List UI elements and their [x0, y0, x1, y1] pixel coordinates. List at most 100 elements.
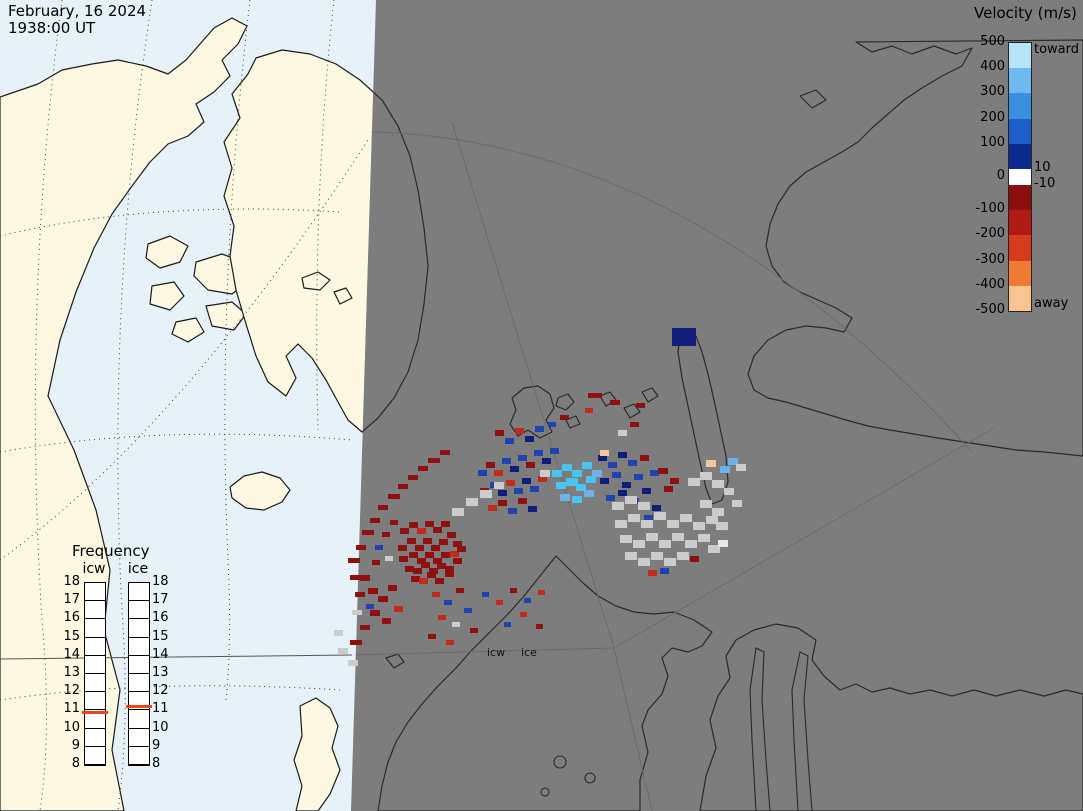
velocity-cell-g — [724, 488, 734, 495]
velocity-cell-dr — [498, 500, 507, 506]
velocity-cell-b — [548, 422, 556, 427]
velocity-cell-dr — [423, 538, 432, 544]
svalbard-coast — [509, 385, 555, 439]
velocity-cell-dr — [536, 624, 543, 629]
velocity-cell-r — [488, 505, 497, 511]
velocity-cell-b — [530, 486, 539, 492]
velocity-cell-g — [732, 500, 742, 507]
frequency-legend: Frequency icw ice 18 18 17 17 16 16 15 15 14 14 13 13… — [60, 542, 240, 787]
velocity-cell-dr — [690, 556, 699, 562]
velocity-cell-r — [450, 551, 459, 557]
frequency-tick-label: 11 — [152, 701, 169, 717]
velocity-cell-r — [648, 570, 657, 576]
velocity-cell-dr — [435, 578, 444, 584]
velocity-cell-g — [620, 535, 632, 543]
velocity-tick-label: -400 — [975, 276, 1005, 292]
velocity-cell-cy — [582, 462, 592, 469]
frequency-cell — [85, 692, 105, 711]
velocity-cell-cy — [562, 464, 572, 471]
velocity-cell-g — [698, 534, 710, 542]
greenland-coast-night — [351, 49, 429, 433]
velocity-cell-dr — [350, 640, 362, 645]
velocity-tick-label: -500 — [975, 302, 1005, 317]
velocity-cell-dr — [370, 610, 380, 616]
velocity-cell-g — [352, 610, 362, 615]
frequency-cell — [85, 638, 105, 656]
frequency-tick-label: 12 — [152, 683, 169, 699]
velocity-cell-dr — [456, 588, 464, 593]
velocity-cell-dr — [409, 552, 418, 558]
velocity-cell-db — [672, 328, 696, 346]
velocity-ticks-right: toward 10 -10 away — [1034, 42, 1082, 311]
frequency-cell — [129, 583, 149, 602]
frequency-tick-label: 15 — [63, 628, 80, 644]
velocity-cell-dr — [431, 545, 440, 551]
velocity-cell-b — [660, 568, 669, 574]
velocity-legend-title: Velocity (m/s) — [974, 4, 1077, 22]
lake — [540, 787, 550, 797]
velocity-cell-r — [446, 640, 454, 645]
velocity-cell-b — [482, 592, 489, 597]
velocity-cell-b — [375, 545, 383, 550]
velocity-cell-dr — [447, 532, 456, 538]
velocity-cell-g — [680, 514, 692, 522]
north-america-coast — [0, 17, 248, 811]
siberia-coast — [747, 39, 1083, 457]
velocity-cell-cy — [566, 478, 578, 486]
velocity-cell-g — [700, 500, 712, 508]
velocity-cell-cy — [586, 476, 596, 483]
colorbar-segment — [1009, 118, 1031, 144]
velocity-cell-db — [498, 490, 507, 496]
lake — [584, 772, 596, 784]
frequency-column-label: icw — [82, 561, 106, 577]
velocity-cell-db — [618, 452, 627, 458]
colorbar-segment — [1009, 285, 1031, 311]
frequency-tick-label: 9 — [152, 737, 161, 753]
velocity-cell-g — [540, 470, 550, 477]
velocity-cell-g — [612, 502, 624, 510]
velocity-cell-b — [514, 488, 523, 494]
greenland-coast — [223, 49, 376, 433]
velocity-cell-dr — [425, 552, 434, 558]
velocity-tick-label: away — [1034, 296, 1069, 311]
radar-site-label-ice: ice — [521, 646, 537, 659]
velocity-cell-dr — [388, 494, 400, 499]
velocity-cell-dr — [360, 625, 370, 630]
velocity-cell-b — [535, 426, 544, 432]
velocity-cell-g — [338, 648, 348, 654]
velocity-cell-b — [504, 622, 511, 627]
radar-data-cells — [334, 328, 746, 666]
frequency-bar-icw — [82, 582, 108, 766]
velocity-cell-dr — [658, 468, 668, 474]
small-island-night — [385, 653, 405, 669]
velocity-cell-dr — [356, 545, 366, 550]
radar-site-labels: icw ice — [487, 646, 537, 659]
day-graticule — [0, 0, 369, 811]
velocity-cell-lb — [560, 494, 570, 501]
frequency-cell — [85, 747, 105, 765]
arctic-island — [145, 235, 189, 269]
velocity-cell-g — [659, 540, 671, 548]
velocity-cell-dr — [630, 422, 639, 427]
new-siberian-island — [799, 89, 827, 109]
velocity-cell-dr — [510, 588, 517, 593]
velocity-cell-b — [464, 608, 472, 613]
velocity-cell-b — [644, 515, 653, 521]
velocity-tick-label: toward — [1034, 42, 1080, 57]
velocity-cell-g — [625, 496, 637, 504]
frequency-cell — [129, 747, 149, 765]
velocity-ticks-left: 500 400 300 200 100 0 -100 -200 -300 -400 -500 — [968, 34, 1005, 317]
velocity-cell-dr — [428, 634, 436, 639]
velocity-cell-g — [466, 498, 478, 506]
velocity-cell-b — [524, 598, 531, 603]
british-isles-coast — [293, 697, 341, 811]
velocity-cell-dr — [453, 558, 462, 564]
velocity-cell-dr — [664, 486, 673, 492]
velocity-cell-dr — [433, 527, 442, 533]
velocity-tick-label: -300 — [975, 251, 1005, 267]
small-island — [333, 287, 353, 305]
frequency-tick-label: 13 — [152, 665, 169, 680]
velocity-cell-r — [419, 578, 428, 584]
velocity-cell-dr — [362, 530, 374, 535]
velocity-cell-dr — [670, 478, 679, 484]
